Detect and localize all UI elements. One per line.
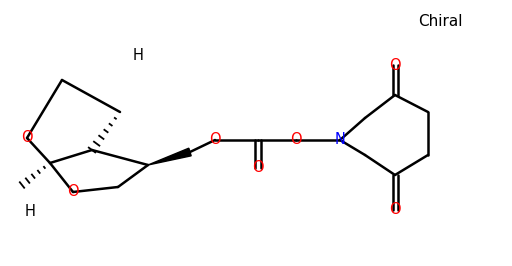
Text: H: H	[133, 48, 143, 63]
Text: N: N	[334, 132, 346, 148]
Text: H: H	[25, 205, 35, 219]
Text: O: O	[21, 131, 33, 146]
Text: O: O	[389, 202, 401, 218]
Text: O: O	[290, 132, 302, 148]
Polygon shape	[148, 148, 191, 165]
Text: O: O	[389, 57, 401, 73]
Text: O: O	[67, 185, 79, 200]
Text: O: O	[209, 132, 221, 148]
Text: O: O	[252, 160, 264, 176]
Text: Chiral: Chiral	[418, 15, 462, 30]
